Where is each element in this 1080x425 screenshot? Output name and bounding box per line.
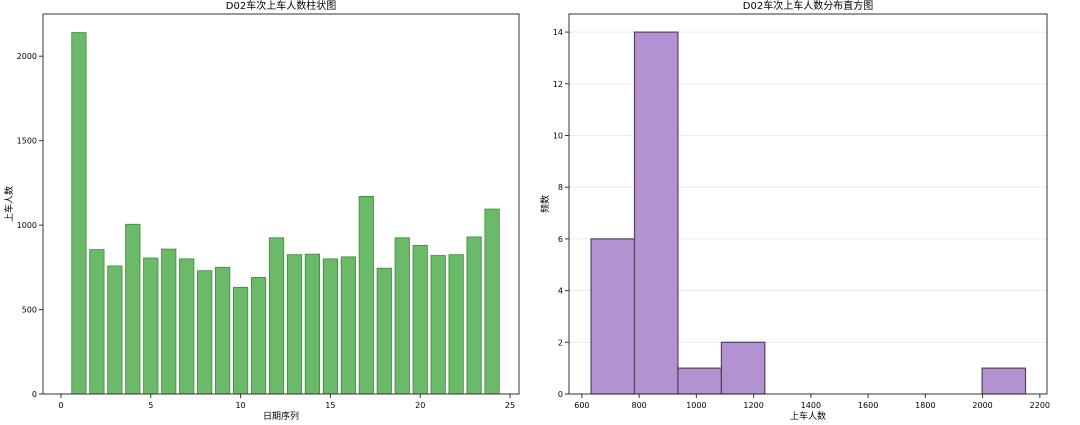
y-tick-label: 4 — [558, 287, 563, 296]
bar — [143, 257, 159, 395]
x-tick-label: 1800 — [915, 401, 935, 410]
bar-chart-x-axis-label: 日期序列 — [263, 410, 299, 422]
bar — [250, 277, 267, 395]
bar — [268, 237, 285, 395]
histogram-bar — [720, 341, 766, 395]
bar — [358, 195, 374, 395]
histogram-x-axis-label: 上车人数 — [790, 410, 826, 422]
bar — [412, 244, 428, 395]
y-tick-label: 8 — [558, 183, 563, 192]
x-tick-label: 2200 — [1030, 401, 1050, 410]
bar — [340, 256, 356, 395]
y-tick-label: 1500 — [17, 137, 37, 146]
bar-chart: D02车次上车人数柱状图 0 5 10 15 20 25 0 500 1000 1500 2000… — [3, 0, 520, 422]
histogram-bar — [981, 367, 1027, 395]
x-tick-label: 5 — [148, 401, 153, 410]
bar — [197, 270, 213, 395]
histogram-y-axis-label: 频数 — [539, 195, 551, 213]
y-tick-label: 2000 — [17, 52, 37, 61]
x-tick-label: 600 — [574, 401, 589, 410]
bar-chart-y-ticks: 0 500 1000 1500 2000 — [17, 52, 43, 399]
bar — [448, 254, 464, 395]
bar — [125, 223, 141, 395]
bar — [215, 266, 231, 395]
histogram-bar — [590, 238, 636, 395]
x-tick-label: 1200 — [743, 401, 763, 410]
bar — [394, 237, 410, 395]
bar — [304, 253, 321, 395]
x-tick-label: 15 — [325, 401, 335, 410]
y-tick-label: 10 — [553, 131, 563, 140]
histogram-bar — [633, 31, 679, 395]
bar — [179, 258, 195, 395]
y-tick-label: 6 — [558, 235, 563, 244]
y-tick-label: 12 — [553, 80, 563, 89]
x-tick-label: 1600 — [858, 401, 878, 410]
bar — [89, 249, 105, 395]
bar — [466, 236, 482, 395]
y-tick-label: 500 — [22, 306, 37, 315]
bar — [107, 265, 123, 395]
x-tick-label: 0 — [58, 401, 63, 410]
y-tick-label: 1000 — [17, 221, 37, 230]
histogram-plot-frame — [568, 13, 1048, 395]
bar — [322, 258, 338, 395]
histogram-y-ticks: 0 2 4 6 8 10 12 14 — [553, 28, 569, 399]
bar-chart-x-ticks: 0 5 10 15 20 25 — [58, 394, 515, 410]
histogram-bar — [677, 367, 722, 395]
x-tick-label: 1400 — [801, 401, 821, 410]
histogram-chart: D02车次上车人数分布直方图 600 800 1000 1200 1400 1600 180… — [539, 0, 1050, 422]
bar — [71, 32, 87, 395]
x-tick-label: 1000 — [686, 401, 706, 410]
bar — [430, 255, 446, 395]
bar — [232, 286, 249, 395]
bar — [484, 208, 500, 395]
bar — [376, 267, 392, 395]
y-tick-label: 0 — [558, 390, 563, 399]
bar-chart-y-axis-label: 上车人数 — [3, 186, 15, 222]
y-tick-label: 0 — [32, 390, 37, 399]
x-tick-label: 10 — [235, 401, 245, 410]
bar — [161, 248, 177, 395]
x-tick-label: 25 — [505, 401, 515, 410]
histogram-title: D02车次上车人数分布直方图 — [743, 0, 873, 12]
y-tick-label: 14 — [553, 28, 563, 37]
bar — [286, 254, 303, 395]
histogram-x-ticks: 600 800 1000 1200 1400 1600 1800 2000 2200 — [574, 394, 1050, 410]
x-tick-label: 800 — [631, 401, 646, 410]
bar-chart-plot-frame — [42, 13, 520, 395]
bar-chart-bars — [71, 32, 500, 395]
x-tick-label: 20 — [415, 401, 425, 410]
y-tick-label: 2 — [558, 338, 563, 347]
bar-chart-title: D02车次上车人数柱状图 — [226, 0, 336, 12]
histogram-bars — [590, 31, 1027, 395]
x-tick-label: 2000 — [972, 401, 992, 410]
